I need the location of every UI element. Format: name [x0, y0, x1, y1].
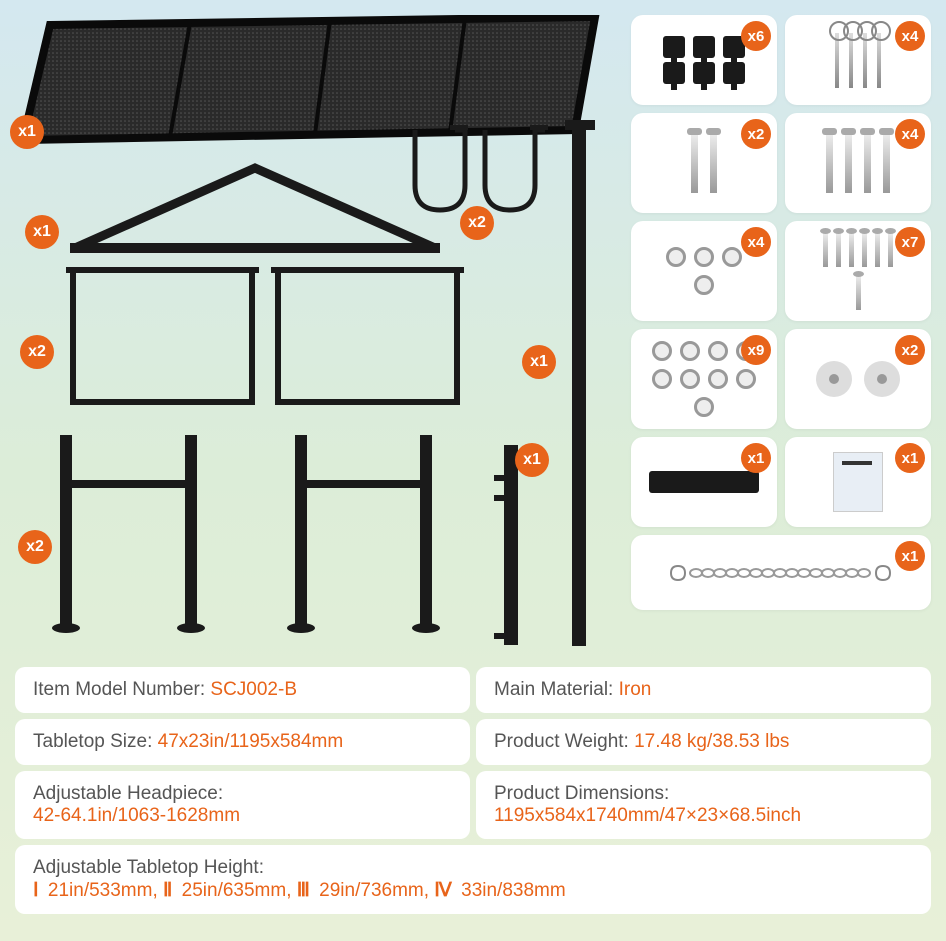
- leg-assemblies-part: x2: [30, 435, 470, 655]
- spec-label: Product Weight:: [494, 731, 634, 752]
- quantity-badge: x1: [895, 443, 925, 473]
- specifications-table: Item Model Number: SCJ002-B Main Materia…: [15, 667, 931, 914]
- washers-card: x2: [785, 329, 931, 429]
- spec-weight: Product Weight: 17.48 kg/38.53 lbs: [476, 719, 931, 765]
- spec-label: Item Model Number:: [33, 679, 210, 700]
- parts-diagram-area: x1 x1 x2 x1: [15, 15, 931, 655]
- spec-tabletop-size: Tabletop Size: 47x23in/1195x584mm: [15, 719, 470, 765]
- nuts-4-card: x4: [631, 221, 777, 321]
- quantity-badge: x7: [895, 227, 925, 257]
- spec-label: Product Dimensions:: [494, 783, 913, 805]
- quantity-badge: x2: [20, 335, 54, 369]
- spec-value: SCJ002-B: [210, 679, 297, 700]
- quantity-badge: x4: [895, 119, 925, 149]
- triangle-frame-part: x1: [70, 160, 440, 255]
- main-parts-column: x1 x1 x2 x1: [15, 15, 621, 655]
- strap-card: x1: [631, 437, 777, 527]
- spec-value: 42-64.1in/1063-1628mm: [33, 805, 452, 827]
- spec-label: Tabletop Size:: [33, 731, 158, 752]
- quantity-badge: x1: [10, 115, 44, 149]
- loop-brackets-part: x2: [400, 115, 550, 225]
- quantity-badge: x2: [741, 119, 771, 149]
- chain-icon: [666, 563, 896, 583]
- pins-card: x4: [785, 15, 931, 105]
- quantity-badge: x1: [895, 541, 925, 571]
- spec-value: Ⅰ 21in/533mm, Ⅱ 25in/635mm, Ⅲ 29in/736mm…: [33, 879, 913, 902]
- spec-value: Iron: [619, 679, 652, 700]
- spec-value: 47x23in/1195x584mm: [158, 731, 344, 752]
- nuts-9-card: x9: [631, 329, 777, 429]
- spec-label: Adjustable Headpiece:: [33, 783, 452, 805]
- medium-bolts-card: x4: [785, 113, 931, 213]
- spec-model: Item Model Number: SCJ002-B: [15, 667, 470, 713]
- quantity-badge: x1: [741, 443, 771, 473]
- spec-material: Main Material: Iron: [476, 667, 931, 713]
- spec-headpiece: Adjustable Headpiece: 42-64.1in/1063-162…: [15, 771, 470, 839]
- quantity-badge: x2: [460, 206, 494, 240]
- quantity-badge: x1: [25, 215, 59, 249]
- h-frames-part: x2: [70, 270, 470, 410]
- quantity-badge: x9: [741, 335, 771, 365]
- spec-value: 1195x584x1740mm/47×23×68.5inch: [494, 805, 913, 827]
- spec-dimensions: Product Dimensions: 1195x584x1740mm/47×2…: [476, 771, 931, 839]
- quantity-badge: x1: [522, 345, 556, 379]
- spec-value: 17.48 kg/38.53 lbs: [634, 731, 789, 752]
- quantity-badge: x1: [515, 443, 549, 477]
- long-bolts-card: x2: [631, 113, 777, 213]
- quantity-badge: x6: [741, 21, 771, 51]
- chain-card: x1: [631, 535, 931, 610]
- manual-card: x1: [785, 437, 931, 527]
- spec-label: Adjustable Tabletop Height:: [33, 857, 913, 879]
- spec-height-adjustable: Adjustable Tabletop Height: Ⅰ 21in/533mm…: [15, 845, 931, 914]
- quantity-badge: x4: [741, 227, 771, 257]
- quantity-badge: x2: [18, 530, 52, 564]
- knobs-card: x6: [631, 15, 777, 105]
- hardware-column: x6 x4 x2 x4 x4 x7: [631, 15, 931, 655]
- short-bolts-card: x7: [785, 221, 931, 321]
- connector-post-part: x1: [490, 445, 530, 650]
- spec-label: Main Material:: [494, 679, 619, 700]
- quantity-badge: x4: [895, 21, 925, 51]
- quantity-badge: x2: [895, 335, 925, 365]
- vertical-pole-part: x1: [560, 120, 600, 650]
